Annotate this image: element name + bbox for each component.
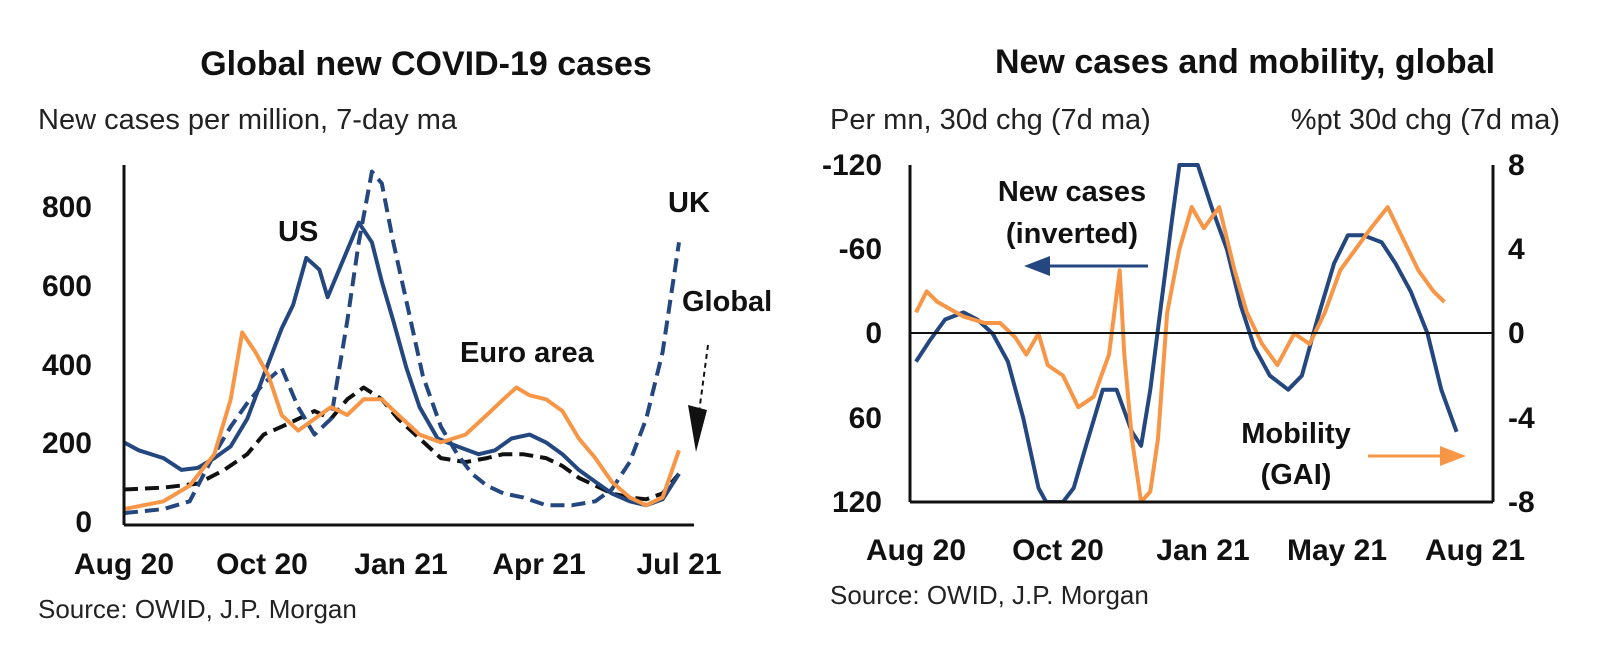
- euro-area-label: Euro area: [460, 337, 595, 369]
- right-chart-subtitle-right: %pt 30d chg (7d ma): [1291, 104, 1560, 136]
- right-chart-subtitle-left: Per mn, 30d chg (7d ma): [830, 104, 1151, 136]
- left-x-tick-jul21: Jul 21: [636, 548, 721, 581]
- left-plot-area: [123, 169, 681, 516]
- mobility-label-line1: Mobility: [1241, 418, 1351, 450]
- right-right-tick-4: 4: [1508, 233, 1525, 266]
- left-y-tick-200: 200: [42, 427, 92, 460]
- left-chart-title: Global new COVID-19 cases: [200, 45, 652, 83]
- left-x-tick-aug20: Aug 20: [74, 548, 174, 581]
- right-source: Source: OWID, J.P. Morgan: [830, 580, 1149, 610]
- series-line-euro-area: [123, 330, 681, 512]
- left-y-tick-400: 400: [42, 349, 92, 382]
- right-x-tick-jan21: Jan 21: [1156, 534, 1249, 567]
- left-source: Source: OWID, J.P. Morgan: [38, 594, 357, 624]
- right-left-tick-0: 0: [865, 317, 882, 350]
- right-x-tick-aug21: Aug 21: [1425, 534, 1525, 567]
- mobility-label-line2: (GAI): [1261, 459, 1332, 491]
- right-left-tick-m60: -60: [839, 233, 882, 266]
- new-cases-label-line1: New cases: [998, 176, 1146, 208]
- left-x-tick-jan21: Jan 21: [354, 548, 447, 581]
- global-pointer-arrow: [688, 344, 709, 452]
- series-line-uk: [123, 169, 681, 516]
- new-cases-arrow-left: [1024, 256, 1148, 276]
- right-left-tick-120: 120: [832, 486, 882, 519]
- right-right-tick-m4: -4: [1508, 402, 1535, 435]
- series-line-global: [123, 385, 681, 502]
- left-chart-subtitle: New cases per million, 7-day ma: [38, 104, 458, 136]
- right-left-tick-60: 60: [849, 402, 882, 435]
- right-chart-title: New cases and mobility, global: [995, 43, 1495, 81]
- us-label: US: [278, 216, 318, 248]
- right-x-tick-oct20: Oct 20: [1012, 534, 1104, 567]
- new-cases-label-line2: (inverted): [1006, 218, 1138, 250]
- left-y-tick-800: 800: [42, 191, 92, 224]
- left-x-tick-oct20: Oct 20: [216, 548, 308, 581]
- series-line-new-cases-inverted: [914, 163, 1459, 502]
- left-chart: Global new COVID-19 cases New cases per …: [38, 45, 772, 624]
- series-line-us: [123, 220, 681, 508]
- global-label: Global: [682, 286, 772, 318]
- right-right-tick-0: 0: [1508, 317, 1525, 350]
- left-y-tick-0: 0: [75, 506, 92, 539]
- right-right-tick-8: 8: [1508, 149, 1525, 182]
- right-plot-area: [914, 163, 1459, 502]
- right-x-tick-aug20: Aug 20: [866, 534, 966, 567]
- left-y-tick-600: 600: [42, 270, 92, 303]
- uk-label: UK: [668, 187, 710, 219]
- right-x-tick-may21: May 21: [1287, 534, 1387, 567]
- right-chart: New cases and mobility, global Per mn, 3…: [822, 43, 1560, 610]
- right-left-tick-m120: -120: [822, 149, 882, 182]
- right-right-tick-m8: -8: [1508, 486, 1535, 519]
- mobility-arrow-right: [1368, 446, 1466, 466]
- left-x-tick-apr21: Apr 21: [492, 548, 585, 581]
- series-line-mobility-gai: [914, 205, 1446, 502]
